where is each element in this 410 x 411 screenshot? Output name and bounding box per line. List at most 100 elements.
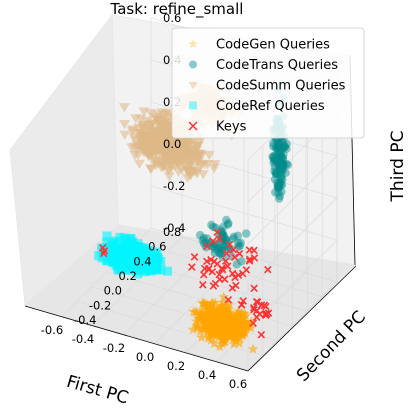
codetrans-query-point	[277, 187, 286, 196]
codegen-query-point	[199, 315, 210, 326]
codetrans-query-point	[278, 163, 288, 173]
codetrans-query-point	[276, 144, 286, 154]
coderef-query-point	[149, 252, 159, 262]
coderef-query-point	[125, 249, 135, 259]
codetrans-query-point	[273, 183, 283, 193]
codegen-query-point	[222, 300, 233, 311]
codetrans-query-point	[214, 243, 223, 253]
coderef-query-point	[116, 265, 126, 275]
codetrans-query-point	[275, 167, 285, 176]
codetrans-query-point	[202, 234, 212, 243]
coderef-query-point	[125, 234, 135, 244]
codetrans-query-point	[208, 242, 218, 252]
codegen-query-point	[241, 320, 252, 330]
codesumm-query-point	[149, 112, 161, 123]
codetrans-query-point	[270, 175, 280, 184]
key-point	[231, 273, 239, 282]
codegen-query-point	[196, 332, 207, 342]
codegen-query-point	[233, 308, 244, 319]
codetrans-query-point	[273, 178, 282, 187]
codegen-query-point	[228, 338, 240, 349]
key-point	[205, 264, 213, 273]
key-point	[245, 246, 254, 254]
coderef-query-point	[156, 265, 166, 275]
codetrans-query-point	[269, 138, 278, 148]
z-tick-label: -0.4	[163, 221, 185, 235]
codesumm-query-point	[193, 138, 205, 148]
x-tick-label: -0.4	[72, 332, 94, 346]
codesumm-query-point	[130, 114, 142, 124]
codetrans-query-point	[270, 167, 279, 176]
codesumm-query-point	[157, 163, 169, 173]
key-point	[245, 257, 254, 265]
codetrans-query-point	[229, 232, 239, 241]
codesumm-query-point	[119, 119, 131, 130]
coderef-query-point	[106, 248, 116, 258]
codetrans-query-point	[275, 161, 284, 170]
key-point	[220, 275, 229, 283]
codesumm-query-point	[152, 128, 164, 139]
x-axis-line	[24, 305, 249, 372]
legend-marker	[189, 101, 197, 110]
codetrans-query-point	[276, 163, 285, 173]
codetrans-query-point	[269, 155, 279, 164]
codesumm-query-point	[172, 167, 184, 177]
codetrans-query-point	[272, 144, 281, 154]
key-point	[229, 245, 238, 254]
codetrans-query-point	[210, 248, 220, 258]
codetrans-query-point	[270, 151, 279, 161]
coderef-query-point	[102, 231, 112, 241]
x-tick-label: 0.4	[198, 368, 216, 382]
codetrans-query-point	[273, 156, 282, 165]
codetrans-query-point	[276, 160, 285, 170]
codetrans-query-point	[276, 180, 285, 189]
codegen-query-point	[205, 334, 217, 345]
key-point	[235, 249, 244, 258]
codesumm-query-point	[146, 138, 158, 148]
codetrans-query-point	[277, 159, 286, 168]
codesumm-query-point	[159, 121, 171, 131]
codegen-query-point	[225, 308, 236, 319]
codetrans-query-point	[274, 183, 283, 192]
codetrans-query-point	[269, 142, 278, 151]
codegen-query-point	[188, 324, 199, 335]
codesumm-query-point	[163, 172, 175, 182]
y-axis-line	[247, 265, 357, 372]
codetrans-query-point	[221, 234, 230, 244]
legend-label: CodeSumm Queries	[216, 79, 346, 94]
codetrans-query-point	[214, 248, 224, 257]
codetrans-query-point	[277, 180, 287, 190]
codetrans-query-point	[271, 170, 281, 179]
codetrans-query-point	[216, 249, 226, 258]
key-point	[213, 228, 221, 237]
codesumm-query-point	[133, 159, 145, 170]
codegen-query-point	[199, 298, 210, 309]
codetrans-query-point	[274, 180, 284, 190]
codegen-query-point	[234, 337, 245, 348]
coderef-query-point	[130, 254, 140, 264]
codetrans-query-point	[275, 179, 284, 188]
coderef-query-point	[140, 255, 150, 265]
codetrans-query-point	[210, 244, 220, 254]
codesumm-query-point	[119, 130, 131, 140]
legend-label: Keys	[216, 120, 247, 135]
codetrans-query-point	[276, 156, 285, 165]
key-point	[222, 257, 230, 265]
key-point	[199, 281, 207, 289]
codetrans-query-point	[207, 220, 216, 230]
codesumm-query-point	[128, 133, 140, 143]
codetrans-query-point	[235, 241, 244, 250]
codetrans-query-point	[242, 229, 251, 238]
codetrans-query-point	[274, 142, 283, 151]
y-tick-label: -0.4	[74, 313, 96, 327]
codesumm-query-point	[133, 123, 145, 133]
codetrans-query-point	[275, 139, 284, 149]
codetrans-query-point	[279, 160, 288, 169]
codetrans-query-point	[274, 157, 283, 167]
legend-entry: Keys	[188, 120, 247, 135]
codetrans-query-point	[271, 188, 280, 197]
codetrans-query-point	[220, 242, 229, 251]
codetrans-query-point	[273, 157, 283, 167]
coderef-query-point	[94, 251, 104, 261]
